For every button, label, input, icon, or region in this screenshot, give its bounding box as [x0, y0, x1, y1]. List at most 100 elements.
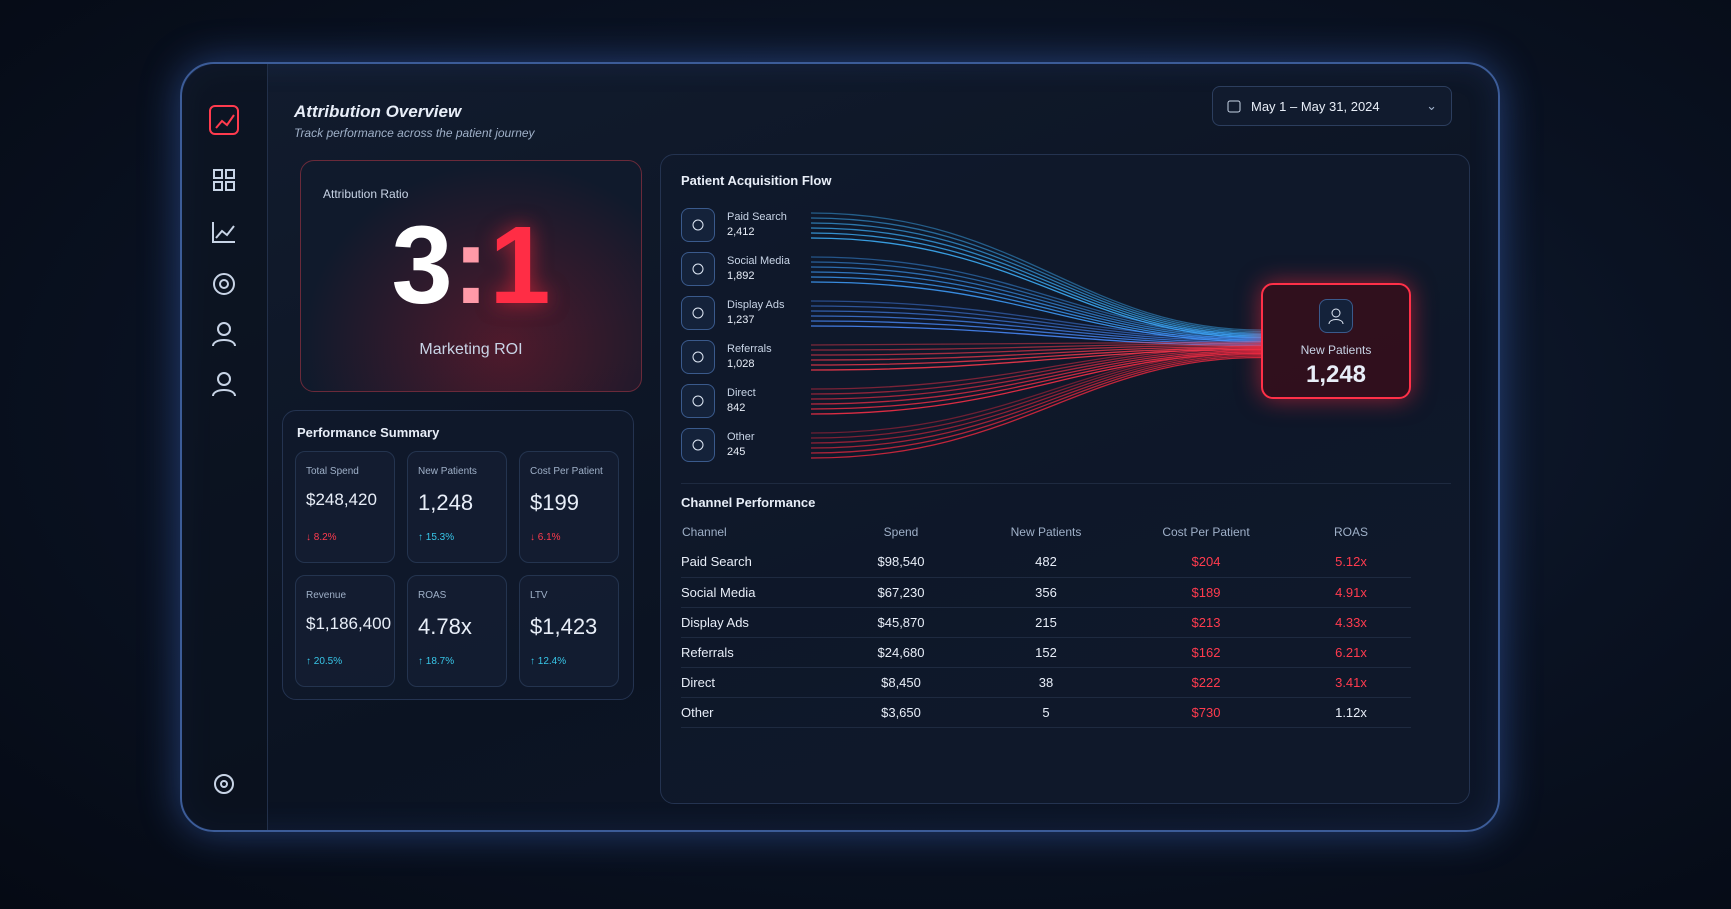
- column-header: Channel: [682, 525, 727, 539]
- date-picker[interactable]: May 1 – May 31, 2024 ⌄: [1212, 86, 1452, 126]
- table-cell: Display Ads: [681, 607, 831, 638]
- table-cell: $3,650: [831, 697, 971, 728]
- metric-card: Total Spend $248,420 ↓ 8.2%: [295, 451, 395, 563]
- flow-strand: [810, 227, 1262, 336]
- flow-strand: [810, 348, 1262, 400]
- column-header: Cost Per Patient: [1162, 525, 1250, 539]
- flow-strand: [810, 232, 1262, 337]
- source-text: Other 245: [727, 430, 755, 460]
- flow-strand: [810, 346, 1262, 395]
- source-text: Display Ads 1,237: [727, 298, 784, 328]
- metric-label: LTV: [530, 590, 548, 601]
- metric-value: $248,420: [306, 490, 377, 509]
- flow-strand: [810, 261, 1262, 337]
- ratio-colon: :: [452, 204, 490, 327]
- flow-strand: [810, 305, 1262, 341]
- table-row: Other $3,650 5 $730 1.12x: [681, 697, 1411, 728]
- metric-value: 1,248: [418, 490, 474, 515]
- source-label: Direct: [727, 387, 756, 399]
- calendar-icon: [1227, 100, 1241, 113]
- table-cell: $204: [1121, 547, 1291, 578]
- source-value: 842: [727, 402, 746, 414]
- ratio-right: 1: [489, 204, 551, 327]
- source-icon: [681, 428, 715, 462]
- divider: [681, 483, 1451, 484]
- flow-strand: [810, 310, 1262, 342]
- table-cell: $162: [1121, 637, 1291, 668]
- metric-card: Cost Per Patient $199 ↓ 6.1%: [519, 451, 619, 563]
- flow-source: Referrals 1,028: [681, 337, 772, 377]
- attribution-caption: Marketing ROI: [419, 341, 523, 358]
- settings-icon[interactable]: [214, 774, 234, 794]
- flow-source: Social Media 1,892: [681, 249, 790, 289]
- flow-title: Patient Acquisition Flow: [681, 173, 832, 188]
- table-row: Display Ads $45,870 215 $213 4.33x: [681, 607, 1411, 638]
- flow-strand: [810, 348, 1262, 371]
- flow-strand: [810, 222, 1262, 334]
- summary-title: Performance Summary: [297, 425, 440, 440]
- flow-strand: [810, 217, 1262, 333]
- flow-source: Paid Search 2,412: [681, 205, 787, 245]
- flow-strand: [810, 276, 1262, 341]
- flow-strand: [810, 352, 1262, 444]
- target-icon[interactable]: [213, 273, 235, 295]
- table-cell: Referrals: [681, 637, 831, 668]
- table-cell: Paid Search: [681, 547, 831, 578]
- table-row: Paid Search $98,540 482 $204 5.12x: [681, 547, 1411, 578]
- flow-strand: [810, 266, 1262, 338]
- table-cell: 215: [971, 607, 1121, 638]
- metric-change: ↓ 6.1%: [530, 532, 561, 543]
- target-node: New Patients 1,248: [1261, 283, 1411, 399]
- metric-value: $1,423: [530, 614, 598, 639]
- table-header: Channel Spend New Patients Cost Per Patient…: [681, 517, 1411, 547]
- flow-strand: [810, 256, 1262, 335]
- source-label: Referrals: [727, 343, 772, 355]
- flow-strand: [810, 300, 1262, 339]
- target-label: New Patients: [1300, 343, 1372, 357]
- metric-label: New Patients: [418, 466, 477, 477]
- dashboard-icon[interactable]: [213, 169, 235, 191]
- flow-strand: [810, 347, 1262, 366]
- flow-strand: [810, 349, 1262, 434]
- attribution-card: Attribution Ratio 3:1 Marketing ROI: [300, 160, 642, 392]
- source-text: Referrals 1,028: [727, 342, 772, 372]
- table-cell: Social Media: [681, 577, 831, 608]
- metric-value: 4.78x: [418, 614, 472, 639]
- flow-strand: [810, 345, 1262, 361]
- source-label: Social Media: [727, 255, 790, 267]
- table-cell: 3.41x: [1291, 667, 1411, 698]
- flow-strand: [810, 315, 1262, 344]
- table-cell: 6.21x: [1291, 637, 1411, 668]
- page-title: Attribution Overview: [294, 102, 462, 121]
- flow-strand: [810, 281, 1262, 343]
- source-value: 1,892: [727, 270, 755, 282]
- flow-strand: [810, 356, 1262, 459]
- summary-card: Performance Summary Total Spend $248,420 ↓…: [282, 410, 634, 700]
- flow-strand: [810, 271, 1262, 340]
- source-label: Display Ads: [727, 299, 785, 311]
- sidebar-icons: [209, 105, 239, 794]
- table-cell: Direct: [681, 667, 831, 698]
- table-cell: $45,870: [831, 607, 971, 638]
- table-cell: $98,540: [831, 547, 971, 578]
- table-cell: $222: [1121, 667, 1291, 698]
- target-icon: [1319, 299, 1353, 333]
- metric-change: ↑ 18.7%: [418, 656, 455, 667]
- source-value: 245: [727, 446, 746, 458]
- flow-strand: [810, 351, 1262, 410]
- logo-icon[interactable]: [209, 105, 239, 135]
- table-cell: 4.91x: [1291, 577, 1411, 608]
- users-icon[interactable]: [212, 372, 236, 397]
- page-subtitle: Track performance across the patient jou…: [294, 126, 535, 140]
- metric-value: $199: [530, 490, 579, 515]
- analytics-icon[interactable]: [212, 222, 235, 243]
- date-range: May 1 – May 31, 2024: [1251, 98, 1380, 114]
- flow-strand: [810, 349, 1262, 405]
- source-icon: [681, 296, 715, 330]
- source-label: Paid Search: [727, 211, 787, 223]
- metric-card: Revenue $1,186,400 ↑ 20.5%: [295, 575, 395, 687]
- source-icon: [681, 384, 715, 418]
- user-icon[interactable]: [212, 322, 236, 347]
- source-text: Paid Search 2,412: [727, 210, 787, 240]
